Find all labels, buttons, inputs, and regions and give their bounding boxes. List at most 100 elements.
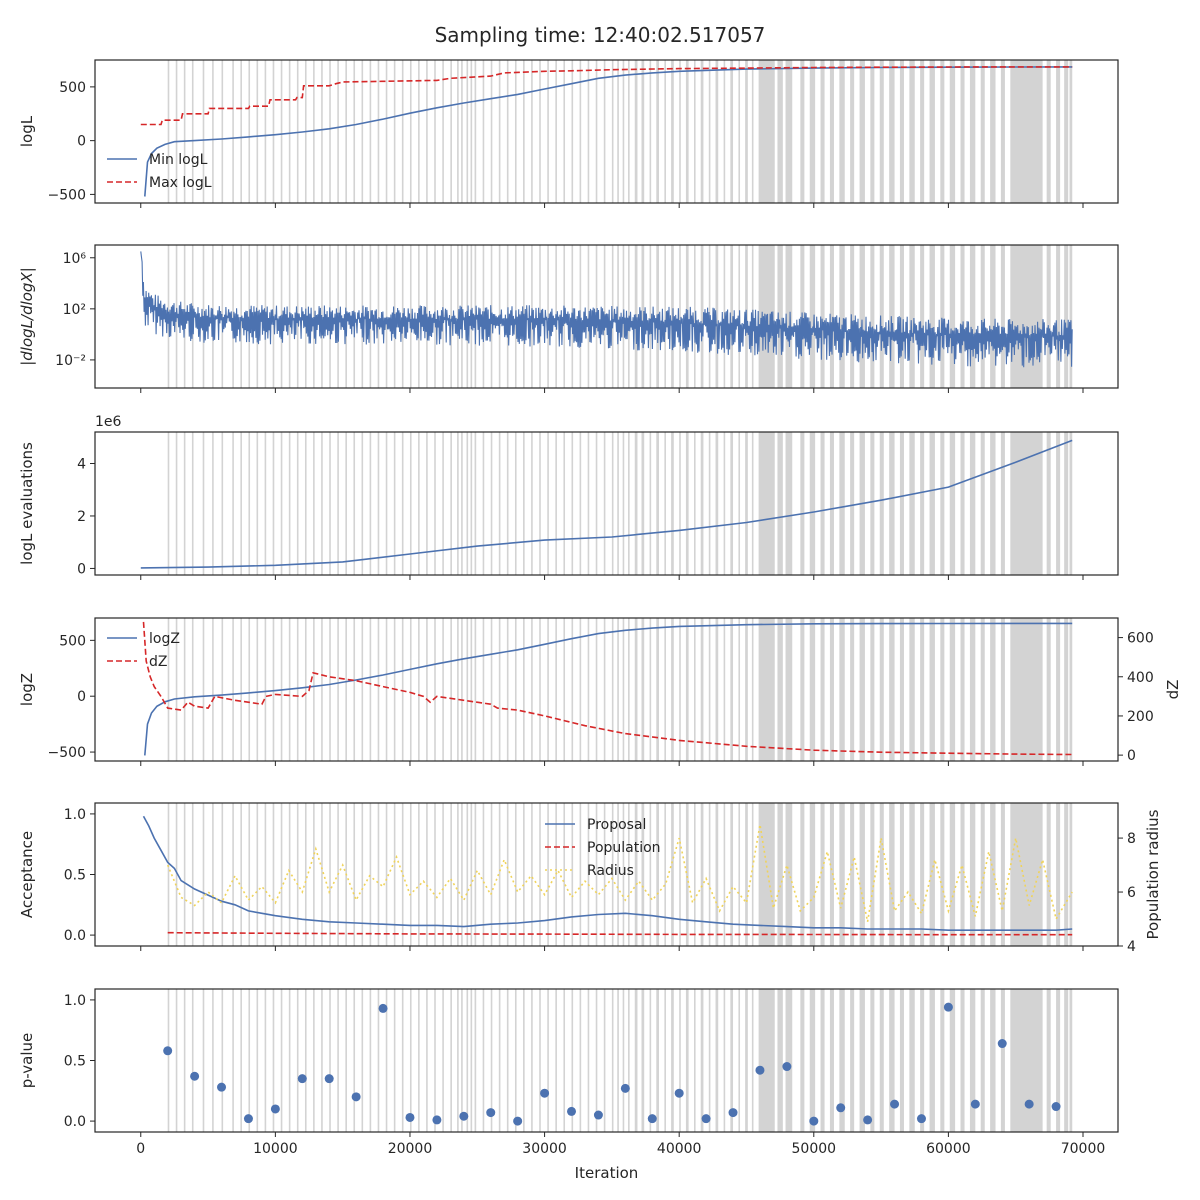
series-line xyxy=(142,815,1073,932)
shaded-span xyxy=(426,803,428,946)
y-tick-label: 500 xyxy=(59,633,86,649)
shaded-span xyxy=(730,432,734,575)
shaded-span xyxy=(563,432,566,575)
y-tick-label: 2 xyxy=(77,509,86,525)
shaded-span xyxy=(656,432,659,575)
x-tick-label: 10000 xyxy=(253,1141,298,1157)
data-point xyxy=(567,1106,577,1116)
shaded-span xyxy=(1064,989,1069,1132)
shaded-span xyxy=(751,989,754,1132)
shaded-span xyxy=(555,618,557,761)
y-offset-label: 1e6 xyxy=(95,414,122,430)
shaded-span xyxy=(457,245,459,388)
shaded-span xyxy=(466,989,469,1132)
shaded-span xyxy=(579,432,582,575)
shaded-span xyxy=(337,618,339,761)
shaded-span xyxy=(730,60,734,203)
shaded-span xyxy=(1000,618,1005,761)
shaded-span xyxy=(595,618,598,761)
data-point xyxy=(297,1074,307,1084)
shaded-span xyxy=(457,989,459,1132)
series-group xyxy=(163,1002,1061,1126)
shaded-span xyxy=(839,245,845,388)
shaded-span xyxy=(777,989,783,1132)
y-tick-label: 10⁻² xyxy=(55,353,86,369)
shaded-span xyxy=(738,989,741,1132)
shaded-span xyxy=(850,989,855,1132)
shaded-span xyxy=(304,989,307,1132)
shaded-span xyxy=(167,989,170,1132)
y-axis-label: logL evaluations xyxy=(18,442,36,565)
shaded-span xyxy=(426,618,428,761)
shaded-span xyxy=(949,989,956,1132)
shaded-span xyxy=(777,432,783,575)
shaded-span xyxy=(434,618,436,761)
shaded-span xyxy=(603,432,606,575)
shaded-span xyxy=(466,803,469,946)
shaded-span xyxy=(191,432,194,575)
shaded-span xyxy=(579,803,582,946)
shaded-span xyxy=(461,989,463,1132)
shaded-span xyxy=(980,989,985,1132)
shaded-span xyxy=(256,989,259,1132)
shaded-regions xyxy=(167,989,1073,1132)
x-tick-label: 0 xyxy=(136,1141,145,1157)
shaded-span xyxy=(361,618,364,761)
shaded-span xyxy=(777,803,783,946)
shaded-span xyxy=(940,60,945,203)
shaded-span xyxy=(240,245,242,388)
shaded-span xyxy=(870,432,875,575)
data-point xyxy=(997,1039,1007,1049)
shaded-span xyxy=(1010,245,1043,388)
shaded-span xyxy=(641,618,645,761)
shaded-span xyxy=(345,432,347,575)
shaded-span xyxy=(426,432,428,575)
data-point xyxy=(405,1112,415,1122)
shaded-span xyxy=(221,432,224,575)
shaded-span xyxy=(777,60,783,203)
shaded-span xyxy=(183,618,186,761)
shaded-span xyxy=(329,618,331,761)
shaded-span xyxy=(641,989,645,1132)
shaded-span xyxy=(603,618,606,761)
shaded-span xyxy=(409,432,412,575)
shaded-span xyxy=(191,618,194,761)
shaded-span xyxy=(622,803,625,946)
axes-frame xyxy=(94,59,1119,204)
shaded-span xyxy=(809,989,816,1132)
shaded-span xyxy=(264,432,267,575)
shaded-span xyxy=(393,60,396,203)
shaded-span xyxy=(571,618,574,761)
shaded-span xyxy=(949,60,956,203)
x-tick-label: 30000 xyxy=(522,1141,567,1157)
shaded-span xyxy=(498,989,501,1132)
shaded-span xyxy=(506,60,509,203)
data-point xyxy=(593,1110,603,1120)
shaded-span xyxy=(738,432,741,575)
y-tick-label-right: 6 xyxy=(1127,885,1136,901)
shaded-span xyxy=(337,60,339,203)
shaded-span xyxy=(899,432,904,575)
shaded-span xyxy=(401,989,404,1132)
shaded-span xyxy=(708,803,711,946)
shaded-span xyxy=(671,60,674,203)
shaded-span xyxy=(929,803,935,946)
shaded-span xyxy=(555,989,557,1132)
shaded-span xyxy=(523,803,525,946)
shaded-span xyxy=(248,989,251,1132)
y-tick-label: 0.5 xyxy=(64,1054,86,1070)
data-point xyxy=(916,1114,926,1124)
y-axis-label-right: Population radius xyxy=(1144,809,1162,939)
shaded-span xyxy=(461,803,463,946)
shaded-span xyxy=(256,618,259,761)
shaded-span xyxy=(949,803,956,946)
shaded-span xyxy=(715,60,719,203)
shaded-span xyxy=(442,432,444,575)
shaded-span xyxy=(929,989,935,1132)
shaded-span xyxy=(167,432,170,575)
shaded-span xyxy=(785,60,793,203)
shaded-span xyxy=(664,803,666,946)
shaded-span xyxy=(434,803,436,946)
shaded-span xyxy=(751,618,754,761)
shaded-span xyxy=(345,618,347,761)
